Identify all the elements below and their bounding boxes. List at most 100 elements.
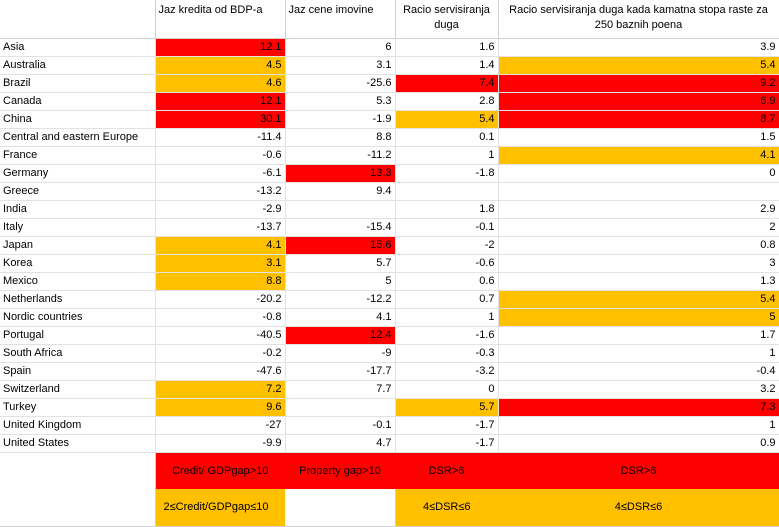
dsr-250bp-cell: 1.7 [498,326,779,345]
property-gap-cell: 6 [285,38,396,57]
table-row: Brazil 4.6 -25.6 7.4 9.2 [0,74,779,93]
dsr-250bp-cell: 1 [498,344,779,363]
dsr-250bp-cell [498,182,779,201]
dsr-cell: -1.7 [395,416,499,435]
dsr-cell: 0.1 [395,128,499,147]
dsr-cell: 5.7 [395,398,499,417]
dsr-cell: 2.8 [395,92,499,111]
credit-gap-cell: 4.6 [155,74,286,93]
credit-gap-cell: -6.1 [155,164,286,183]
dsr-cell: 1.4 [395,56,499,75]
property-gap-cell: 5 [285,272,396,291]
credit-gap-cell: -47.6 [155,362,286,381]
credit-gap-cell: -9.9 [155,434,286,453]
dsr-cell: 7.4 [395,74,499,93]
legend-orange-credit: 2≤Credit/GDPgap≤10 [155,489,285,527]
credit-gap-cell: -11.4 [155,128,286,147]
table-row: Switzerland 7.2 7.7 0 3.2 [0,380,779,399]
dsr-cell: -1.8 [395,164,499,183]
table-row: Central and eastern Europe -11.4 8.8 0.1 1.5 [0,128,779,147]
dsr-250bp-cell: 0 [498,164,779,183]
credit-gap-cell: -13.2 [155,182,286,201]
dsr-250bp-cell: 3.9 [498,38,779,57]
country-cell: Netherlands [0,290,156,309]
property-gap-cell: -25.6 [285,74,396,93]
dsr-250bp-cell: 1 [498,416,779,435]
table-row: China 30.1 -1.9 5.4 8.7 [0,110,779,129]
property-gap-cell: -11.2 [285,146,396,165]
country-cell: Korea [0,254,156,273]
property-gap-cell: -1.9 [285,110,396,129]
credit-gap-cell: -0.2 [155,344,286,363]
legend-red-credit: Credit/ GDPgap>10 [155,452,285,489]
dsr-cell: 0.7 [395,290,499,309]
property-gap-cell: 8.8 [285,128,396,147]
country-cell: United Kingdom [0,416,156,435]
legend-row-orange: 2≤Credit/GDPgap≤10 4≤DSR≤6 4≤DSR≤6 [0,489,779,527]
country-cell: Germany [0,164,156,183]
dsr-250bp-cell: 6.9 [498,92,779,111]
dsr-cell: 0 [395,380,499,399]
credit-gap-cell: 3.1 [155,254,286,273]
property-gap-cell: -15.4 [285,218,396,237]
dsr-cell [395,182,499,201]
property-gap-cell: 3.1 [285,56,396,75]
property-gap-cell [285,398,396,417]
country-cell: Italy [0,218,156,237]
dsr-250bp-cell: 1.3 [498,272,779,291]
property-gap-cell: 15.6 [285,236,396,255]
country-cell: Canada [0,92,156,111]
dsr-cell: -1.6 [395,326,499,345]
credit-gap-cell: 8.8 [155,272,286,291]
property-gap-cell: 12.4 [285,326,396,345]
header-row: Jaz kredita od BDP-a Jaz cene imovine Ra… [0,0,779,39]
credit-gap-cell: -0.8 [155,308,286,327]
dsr-250bp-cell: 2 [498,218,779,237]
property-gap-cell: 4.7 [285,434,396,453]
dsr-cell: 0.6 [395,272,499,291]
country-cell: Australia [0,56,156,75]
credit-gap-cell: 30.1 [155,110,286,129]
credit-gap-cell: -13.7 [155,218,286,237]
dsr-cell: 1 [395,308,499,327]
legend-orange-property [285,489,396,527]
legend-red-property: Property gap>10 [285,452,395,489]
country-cell: Nordic countries [0,308,156,327]
credit-gap-cell: -2.9 [155,200,286,219]
table-row: United Kingdom -27 -0.1 -1.7 1 [0,416,779,435]
dsr-250bp-cell: 2.9 [498,200,779,219]
legend-blank [0,452,156,489]
legend-red-dsr-250bp: DSR>6 [498,452,779,489]
property-gap-cell: -0.1 [285,416,396,435]
table-row: Turkey 9.6 5.7 7.3 [0,398,779,417]
dsr-cell: -0.3 [395,344,499,363]
property-gap-cell: 7.7 [285,380,396,399]
credit-gap-cell: -0.6 [155,146,286,165]
table-body: Asia 12.1 6 1.6 3.9 Australia 4.5 3.1 1.4 5.4 Braz… [0,38,779,453]
header-property-gap: Jaz cene imovine [285,0,396,39]
credit-gap-cell: 7.2 [155,380,286,399]
table-row: Canada 12.1 5.3 2.8 6.9 [0,92,779,111]
property-gap-cell [285,200,396,219]
legend-red-dsr: DSR>6 [395,452,498,489]
dsr-cell: -2 [395,236,499,255]
country-cell: France [0,146,156,165]
table-row: Japan 4.1 15.6 -2 0.8 [0,236,779,255]
dsr-250bp-cell: 3.2 [498,380,779,399]
dsr-250bp-cell: 5 [498,308,779,327]
table-row: Greece -13.2 9.4 [0,182,779,201]
country-cell: Turkey [0,398,156,417]
dsr-cell: 1.6 [395,38,499,57]
table-row: Spain -47.6 -17.7 -3.2 -0.4 [0,362,779,381]
country-cell: Switzerland [0,380,156,399]
dsr-250bp-cell: 3 [498,254,779,273]
property-gap-cell: -12.2 [285,290,396,309]
table-row: United States -9.9 4.7 -1.7 0.9 [0,434,779,453]
table-row: South Africa -0.2 -9 -0.3 1 [0,344,779,363]
table-row: Australia 4.5 3.1 1.4 5.4 [0,56,779,75]
country-cell: South Africa [0,344,156,363]
country-cell: China [0,110,156,129]
dsr-250bp-cell: -0.4 [498,362,779,381]
country-cell: India [0,200,156,219]
